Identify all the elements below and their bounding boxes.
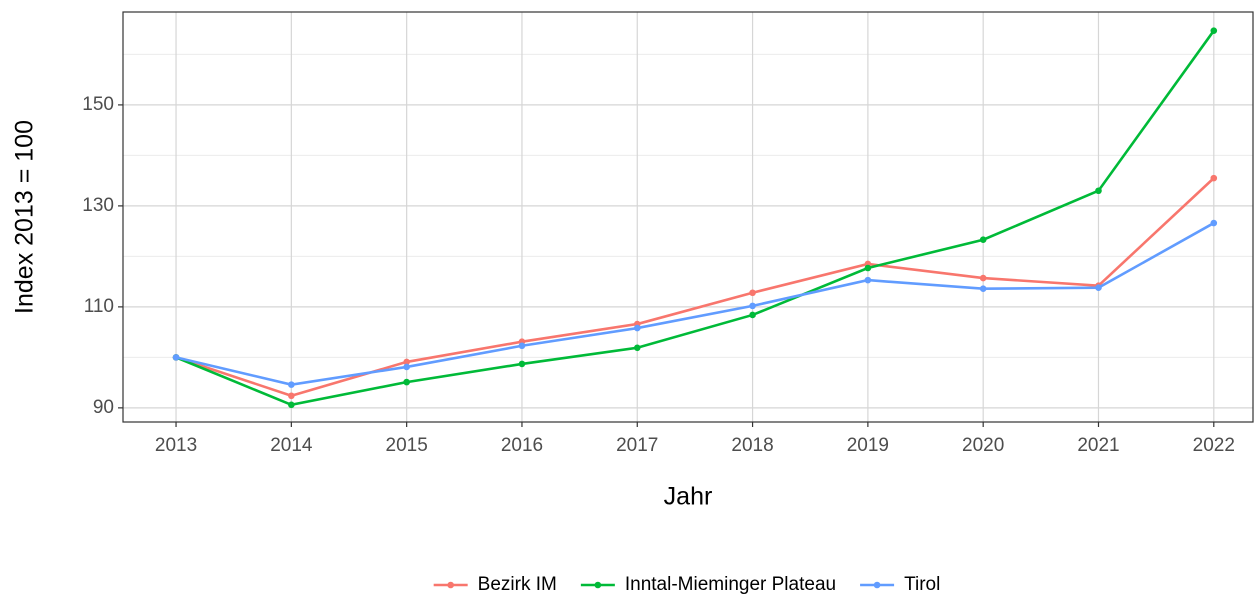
y-tick-label: 110 <box>84 296 114 317</box>
x-tick-label: 2017 <box>616 435 658 456</box>
point <box>1210 219 1218 227</box>
y-tick-label: 130 <box>82 195 114 216</box>
point <box>1095 284 1102 291</box>
point <box>403 358 410 366</box>
legend-label: Bezirk IM <box>478 574 557 595</box>
x-tick-label: 2016 <box>501 435 543 456</box>
point <box>288 401 295 409</box>
x-tick-label: 2014 <box>270 435 313 456</box>
point <box>1210 174 1218 182</box>
x-axis-title: Jahr <box>664 483 713 511</box>
point <box>1095 187 1102 195</box>
series-line <box>175 177 1215 398</box>
x-tick-label: 2018 <box>731 435 773 456</box>
x-tick-label: 2019 <box>847 435 889 456</box>
point <box>633 324 641 332</box>
point <box>288 381 295 388</box>
point <box>979 285 987 292</box>
point <box>518 360 526 368</box>
point <box>749 289 756 297</box>
legend-label: Inntal-Mieminger Plateau <box>625 574 836 595</box>
point <box>749 311 756 319</box>
y-axis-title: Index 2013 = 100 <box>11 120 39 314</box>
point <box>979 236 987 244</box>
legend-label: Tirol <box>904 574 940 595</box>
panel-border <box>122 11 1254 423</box>
point <box>979 274 987 282</box>
x-tick-label: 2015 <box>386 435 428 456</box>
point <box>518 342 526 350</box>
legend-key-point <box>873 581 881 589</box>
point <box>864 276 872 284</box>
x-tick-label: 2020 <box>962 435 1004 456</box>
point <box>403 363 410 371</box>
x-tick-label: 2013 <box>155 435 197 456</box>
legend-key-point <box>447 581 454 589</box>
x-tick-label: 2022 <box>1193 435 1235 456</box>
x-tick-label: 2021 <box>1077 435 1119 456</box>
point <box>288 392 295 400</box>
point <box>403 378 410 386</box>
point <box>172 354 180 361</box>
y-tick-label: 90 <box>93 397 114 418</box>
y-tick-label: 150 <box>82 94 114 115</box>
point <box>633 344 641 352</box>
legend-key-point <box>594 581 602 589</box>
point <box>864 264 872 272</box>
series-line <box>175 29 1215 407</box>
point <box>749 302 756 310</box>
series-line <box>175 221 1215 386</box>
point <box>1210 27 1218 34</box>
